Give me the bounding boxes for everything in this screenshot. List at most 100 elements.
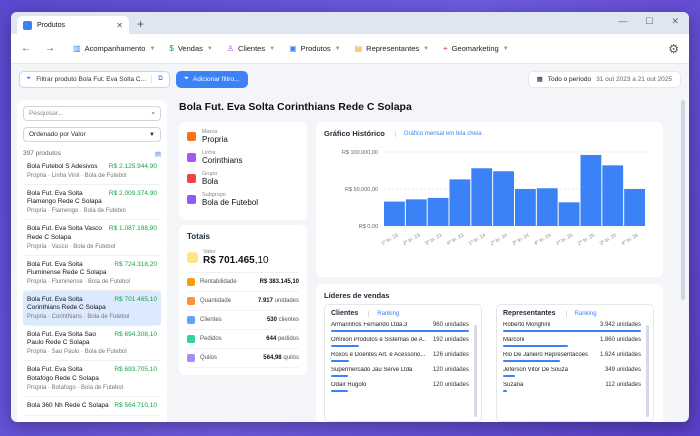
grid-icon[interactable]: ▤ bbox=[154, 151, 161, 158]
leader-name: Omnion Produtos e Sistemas de A... bbox=[331, 337, 426, 343]
period-range: 31 out 2023 a 21 out 2025 bbox=[596, 75, 672, 83]
product-list-item[interactable]: Bola Fut. Eva Solta Fluminense Rede C So… bbox=[23, 256, 161, 291]
chart-bar[interactable] bbox=[427, 197, 449, 226]
chart-bar[interactable] bbox=[471, 168, 493, 226]
product-list-item[interactable]: Bola Fut. Eva Solta Sao Paulo Rede C Sol… bbox=[23, 326, 161, 362]
nav-item-representantes[interactable]: ▤ Representantes ▼ bbox=[355, 44, 429, 54]
search-input[interactable]: Pesquisar... ⌕ bbox=[23, 106, 161, 121]
product-list-item[interactable]: Bola Fut. Eva Solta Vasco Rede C Solapa R… bbox=[23, 220, 161, 256]
close-tab-icon[interactable]: ✕ bbox=[116, 20, 123, 30]
totals-label: Quilos bbox=[200, 355, 218, 361]
chart-fullscreen-link[interactable]: Gráfico mensal em tela cheia bbox=[394, 130, 482, 137]
filter-row: ⏷ Filtrar produto Bola Fut. Eva Solta C.… bbox=[11, 64, 689, 94]
reps-leaders: Representantes Ranking Roberto Monghini 3… bbox=[496, 304, 654, 422]
reps-title: Representantes bbox=[503, 310, 556, 317]
clients-leaders: Clientes Ranking Armarinhos Fernando Ltd… bbox=[324, 304, 482, 422]
info-label: Marca bbox=[202, 129, 218, 135]
product-subtitle: Propria · Botafogo · Bola de Futebol bbox=[27, 384, 124, 391]
nav-item-produtos[interactable]: ▣ Produtos ▼ bbox=[289, 44, 341, 54]
leader-row[interactable]: Roberto Monghini 3.942 unidades bbox=[503, 322, 647, 332]
nav-item-geomarketing[interactable]: ⌖ Geomarketing ▼ bbox=[443, 44, 509, 54]
minimize-icon[interactable]: — bbox=[618, 16, 628, 26]
sort-select[interactable]: Ordenado por Valor ▼ bbox=[23, 127, 161, 142]
chart-bar[interactable] bbox=[515, 189, 536, 226]
product-name: Bola Fut. Eva Solta Fluminense Rede C So… bbox=[27, 260, 107, 276]
leader-row[interactable]: Odair Rugolo 120 unidades bbox=[331, 382, 475, 392]
chart-bar[interactable] bbox=[602, 165, 624, 226]
add-filter-button[interactable]: ⏷ Adicionar filtro... bbox=[175, 70, 248, 88]
nav-item-clientes[interactable]: ♙ Clientes ▼ bbox=[227, 44, 275, 54]
maximize-icon[interactable]: ☐ bbox=[645, 16, 654, 26]
period-selector[interactable]: ▦ Todo o período 31 out 2023 a 21 out 20… bbox=[527, 70, 681, 88]
filter-icon: ⏷ bbox=[26, 75, 32, 82]
product-value: R$ 2.125.944,90 bbox=[108, 163, 157, 170]
info-value: Propria bbox=[202, 135, 228, 144]
product-value: R$ 694.308,10 bbox=[114, 331, 157, 339]
new-tab-icon[interactable]: + bbox=[137, 17, 145, 31]
totals-row-pedidos: Pedidos 644 pedidos bbox=[187, 330, 299, 349]
calendar-icon: ▦ bbox=[536, 76, 543, 83]
product-list-item[interactable]: Bola Futebol S Adesivos R$ 2.125.944,90 Pr… bbox=[23, 158, 161, 186]
close-window-icon[interactable]: ✕ bbox=[671, 16, 679, 26]
filter-icon: ⏷ bbox=[183, 75, 189, 82]
reps-ranking-link[interactable]: Ranking bbox=[565, 310, 597, 317]
chart-bar[interactable] bbox=[580, 154, 602, 226]
chart-bar[interactable] bbox=[384, 201, 405, 226]
product-name: Bola Fut. Eva Solta Corinthians Rede C S… bbox=[27, 295, 106, 311]
content-area: Pesquisar... ⌕ Ordenado por Valor ▼ 397 … bbox=[11, 94, 689, 422]
clients-ranking-link[interactable]: Ranking bbox=[368, 310, 399, 317]
product-list-item[interactable]: Bola Fut. Eva Solta Flamengo Rede C Sola… bbox=[23, 185, 161, 221]
tab-title: Produtos bbox=[37, 21, 66, 29]
leader-row[interactable]: Supermercado Jau Serve Ltda 120 unidades bbox=[331, 367, 475, 377]
chart-bar[interactable] bbox=[405, 199, 427, 226]
leader-name: Roxos e Doentes Art. e Acessorio... bbox=[331, 352, 426, 358]
product-list-item[interactable]: Bola Fut. Eva Solta Corinthians Rede C S… bbox=[23, 290, 161, 327]
leader-row[interactable]: Omnion Produtos e Sistemas de A... 192 un… bbox=[331, 337, 475, 347]
briefcase-icon: ▤ bbox=[354, 44, 363, 53]
active-filter-chip[interactable]: ⏷ Filtrar produto Bola Fut. Eva Solta C.… bbox=[19, 70, 170, 88]
x-tick-label: 1º tri. 23 bbox=[380, 232, 399, 247]
leader-row[interactable]: Jeferson Vitor De Souza 349 unidades bbox=[503, 367, 647, 377]
settings-gear-icon[interactable]: ⚙ bbox=[668, 41, 679, 56]
leader-row[interactable]: Roxos e Doentes Art. e Acessorio... 126 u… bbox=[331, 352, 475, 362]
nav-item-vendas[interactable]: $ Vendas ▼ bbox=[169, 44, 212, 54]
leader-name: Rio De Janeiro Representacoes bbox=[503, 352, 589, 358]
active-filter-label: Filtrar produto Bola Fut. Eva Solta C... bbox=[36, 75, 147, 83]
back-arrow-icon[interactable]: ← bbox=[21, 43, 31, 54]
leader-row[interactable]: Armarinhos Fernando Ltda.3 960 unidades bbox=[331, 322, 475, 332]
product-count: 397 produtos ▤ bbox=[23, 150, 161, 158]
value-amount: R$ 701.465,10 bbox=[203, 255, 269, 266]
quantidade-icon bbox=[187, 297, 195, 305]
y-tick-label: R$ 100.000,00 bbox=[342, 150, 378, 156]
value-decimal: ,10 bbox=[254, 255, 269, 266]
browser-tab[interactable]: Produtos ✕ bbox=[17, 16, 129, 34]
clients-scrollbar[interactable] bbox=[474, 325, 477, 417]
chart-bar[interactable] bbox=[624, 189, 645, 226]
leader-value: 120 unidades bbox=[432, 382, 469, 388]
scrollbar[interactable] bbox=[681, 100, 685, 300]
forward-arrow-icon[interactable]: → bbox=[45, 43, 55, 54]
product-list-item[interactable]: Bola Fut. Eva Solta Botafogo Rede C Sola… bbox=[23, 361, 161, 397]
chart-bar[interactable] bbox=[558, 202, 580, 226]
leader-row[interactable]: Rio De Janeiro Representacoes 1.624 unida… bbox=[503, 352, 647, 362]
product-value: R$ 1.087.198,90 bbox=[108, 225, 157, 233]
leader-value: 112 unidades bbox=[605, 382, 641, 388]
chevron-down-icon: ▼ bbox=[149, 45, 156, 52]
leader-bar bbox=[503, 360, 560, 362]
product-subtitle: Propria · Fluminense · Bola de Futebol bbox=[27, 278, 131, 285]
chart-bar[interactable] bbox=[536, 188, 558, 226]
leader-row[interactable]: Suzana 112 unidades bbox=[503, 382, 647, 392]
search-icon[interactable]: ⌕ bbox=[151, 109, 155, 117]
reps-scrollbar[interactable] bbox=[646, 325, 649, 417]
chart-bar[interactable] bbox=[449, 179, 471, 226]
product-list-item[interactable]: Bola 360 Nh Rede C Solapa R$ 564.710,10 bbox=[23, 397, 161, 416]
leader-bar bbox=[331, 375, 349, 377]
x-tick-label: 3º tri. 25 bbox=[599, 232, 618, 247]
subgrupo-icon bbox=[187, 195, 196, 204]
leader-bar bbox=[331, 345, 359, 347]
open-external-icon[interactable]: ⧉ bbox=[151, 75, 163, 83]
chart-bar[interactable] bbox=[493, 171, 514, 226]
value-main: R$ 701.465 bbox=[203, 255, 255, 266]
leader-row[interactable]: Marconi 1.860 unidades bbox=[503, 337, 647, 347]
nav-item-acompanhamento[interactable]: ▥ Acompanhamento ▼ bbox=[73, 44, 155, 54]
